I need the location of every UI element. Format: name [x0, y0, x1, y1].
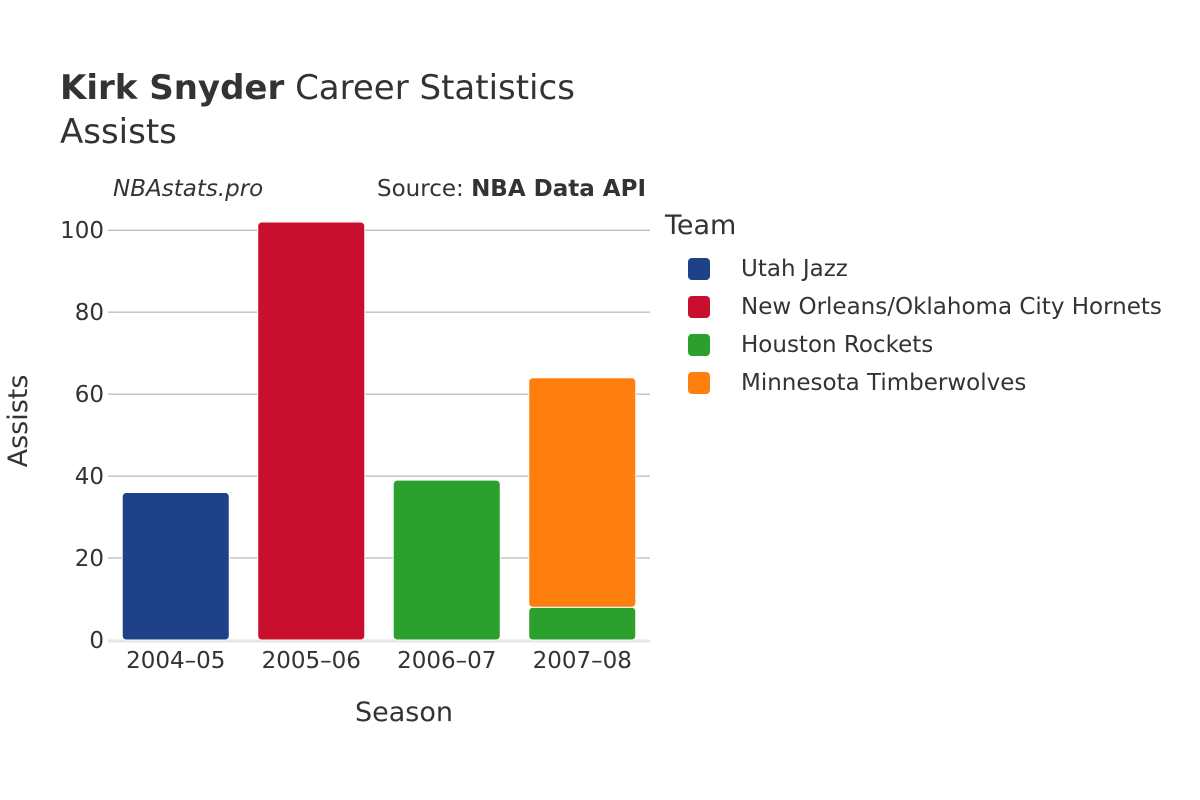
legend-swatch [688, 372, 710, 394]
legend-title: Team [665, 210, 737, 241]
legend-swatch [688, 296, 710, 318]
x-tick-label: 2006–07 [397, 648, 496, 674]
legend-item[interactable]: Utah Jazz [688, 250, 1162, 288]
x-tick-label: 2007–08 [533, 648, 632, 674]
y-tick-label: 60 [75, 382, 104, 408]
y-tick-label: 100 [60, 218, 104, 244]
bar [528, 606, 637, 641]
legend-label: Utah Jazz [741, 256, 848, 282]
bar [528, 377, 637, 608]
legend: Utah Jazz New Orleans/Oklahoma City Horne… [688, 250, 1162, 402]
source-prefix: Source: [377, 176, 472, 202]
x-tick-label: 2005–06 [262, 648, 361, 674]
legend-label: Minnesota Timberwolves [741, 370, 1027, 396]
y-tick-label: 20 [75, 546, 104, 572]
x-tick-label: 2004–05 [126, 648, 225, 674]
title-rest: Career Statistics [295, 68, 575, 108]
bar [257, 221, 366, 641]
y-axis-title: Assists [3, 375, 34, 468]
legend-label: New Orleans/Oklahoma City Hornets [741, 294, 1162, 320]
legend-item[interactable]: New Orleans/Oklahoma City Hornets [688, 288, 1162, 326]
legend-item[interactable]: Minnesota Timberwolves [688, 364, 1162, 402]
source-name: NBA Data API [471, 176, 646, 202]
y-tick-label: 40 [75, 464, 104, 490]
x-axis-title: Season [355, 697, 453, 728]
player-name: Kirk Snyder [60, 68, 285, 108]
legend-swatch [688, 258, 710, 280]
legend-item[interactable]: Houston Rockets [688, 326, 1162, 364]
site-credit: NBAstats.pro [113, 176, 264, 202]
legend-label: Houston Rockets [741, 332, 934, 358]
bar [392, 479, 501, 641]
y-tick-label: 80 [75, 300, 104, 326]
y-tick-label: 0 [89, 628, 104, 654]
chart-subtitle: Assists [60, 112, 177, 152]
source-credit: Source: NBA Data API [377, 176, 646, 202]
chart-title: Kirk Snyder Career Statistics [60, 66, 575, 110]
legend-swatch [688, 334, 710, 356]
bar [121, 491, 230, 641]
